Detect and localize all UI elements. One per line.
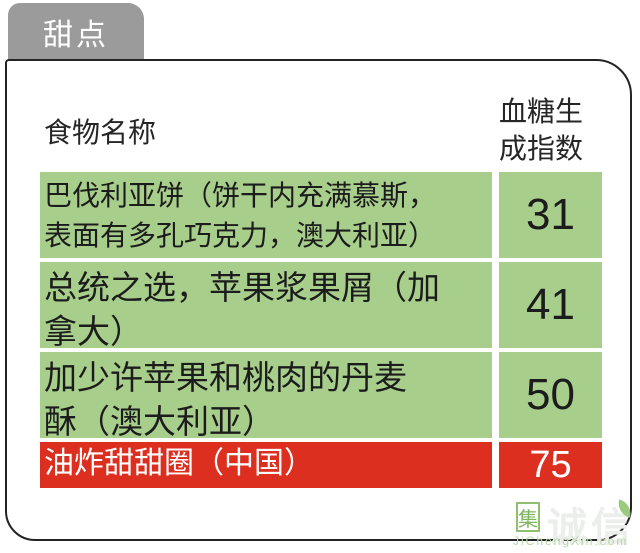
- column-header-food-name: 食物名称: [44, 117, 157, 148]
- table-row: 巴伐利亚饼（饼干内充满慕斯，表面有多孔巧克力，澳大利亚） 31: [40, 172, 602, 258]
- table-row: 加少许苹果和桃肉的丹麦酥（澳大利亚） 50: [40, 352, 602, 440]
- gi-value-cell: 50: [499, 352, 602, 438]
- gi-value-cell: 75: [499, 442, 602, 488]
- table-row: 总统之选，苹果浆果屑（加拿大） 41: [40, 262, 602, 350]
- food-name-cell: 加少许苹果和桃肉的丹麦酥（澳大利亚）: [40, 352, 492, 440]
- column-header-glycemic-index: 血糖生成指数: [499, 96, 584, 164]
- gi-value-cell: 41: [499, 262, 602, 348]
- watermark-badge: 集: [516, 502, 540, 532]
- food-name-cell: 油炸甜甜圈（中国）: [40, 442, 492, 488]
- table-panel: 食物名称 血糖生成指数 巴伐利亚饼（饼干内充满慕斯，表面有多孔巧克力，澳大利亚）…: [5, 59, 634, 550]
- category-tab: 甜点: [8, 3, 144, 61]
- table-body: 巴伐利亚饼（饼干内充满慕斯，表面有多孔巧克力，澳大利亚） 31 总统之选，苹果浆…: [40, 172, 602, 492]
- food-name-cell: 总统之选，苹果浆果屑（加拿大）: [40, 262, 492, 350]
- watermark: 诚信 集 JiChengXin.com: [507, 493, 639, 550]
- table-row-highlighted: 油炸甜甜圈（中国） 75: [40, 442, 602, 488]
- watermark-brand-text: 诚信: [547, 506, 635, 550]
- gi-value-cell: 31: [499, 172, 602, 258]
- category-tab-label: 甜点: [43, 19, 109, 52]
- watermark-site-url: JiChengXin.com: [513, 534, 629, 548]
- food-name-cell: 巴伐利亚饼（饼干内充满慕斯，表面有多孔巧克力，澳大利亚）: [40, 172, 492, 258]
